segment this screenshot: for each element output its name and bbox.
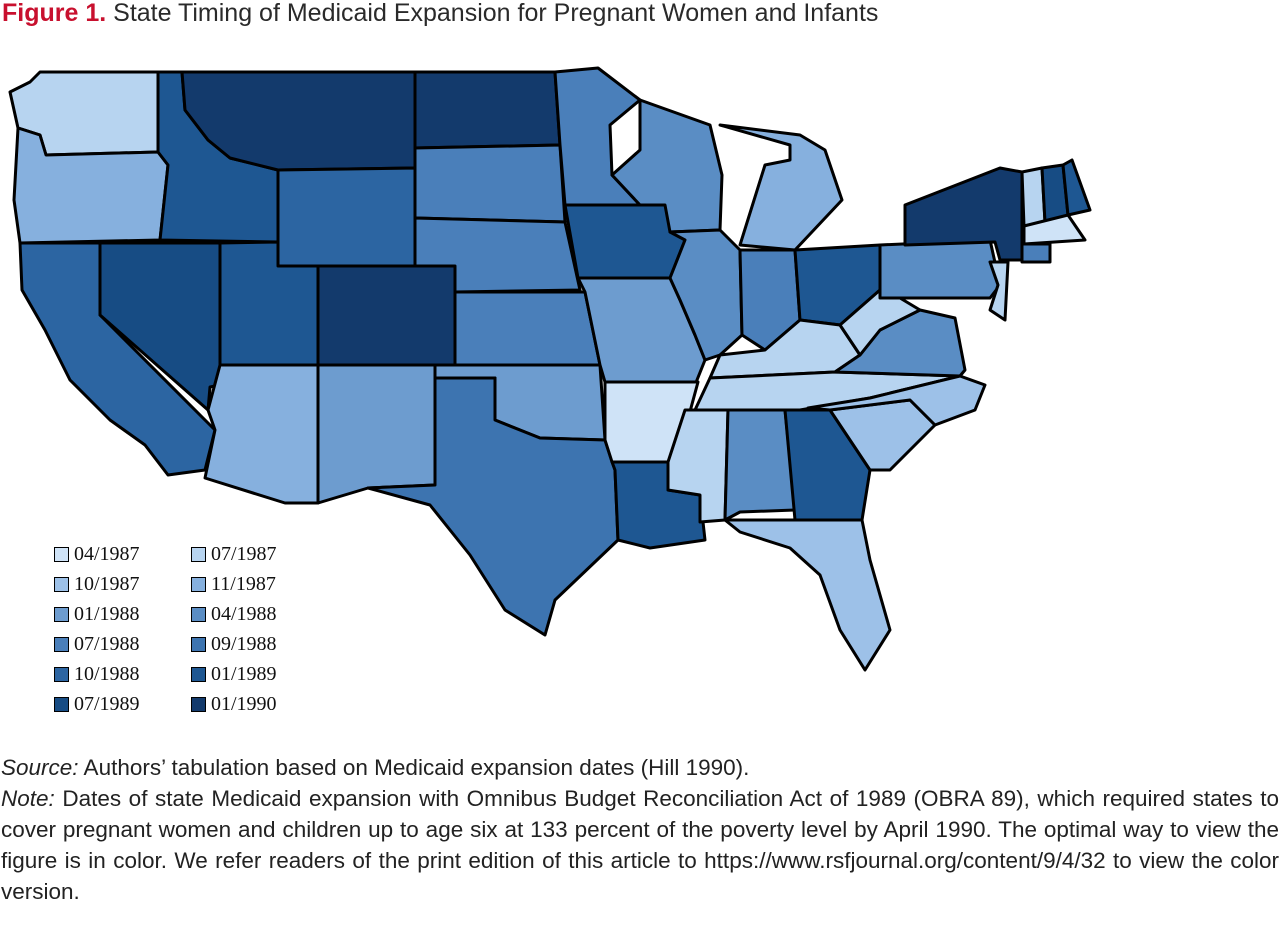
legend-label: 10/1988 — [74, 662, 140, 685]
figure-title-text: State Timing of Medicaid Expansion for P… — [113, 0, 879, 27]
legend-item: 04/1987 — [54, 540, 140, 568]
legend-swatch — [191, 696, 206, 712]
state-me — [1061, 158, 1092, 217]
state-co — [316, 264, 457, 367]
legend-swatch — [54, 576, 69, 592]
figure-label: Figure 1. — [2, 0, 107, 27]
state-nc — [806, 374, 987, 427]
source-label: Source: — [1, 755, 79, 780]
legend-item: 07/1989 — [54, 690, 140, 718]
figure-notes: Source: Authors’ tabulation based on Med… — [1, 752, 1279, 907]
state-pa — [878, 238, 1002, 300]
legend-label: 04/1988 — [211, 602, 277, 625]
state-az — [203, 363, 320, 505]
state-sd — [413, 143, 567, 224]
legend-swatch — [54, 606, 69, 622]
note-label: Note: — [1, 786, 55, 811]
state-wy — [276, 166, 417, 268]
state-fl — [723, 518, 892, 672]
legend-item: 10/1987 — [54, 570, 140, 598]
legend-swatch — [54, 666, 69, 682]
note-text: Dates of state Medicaid expansion with O… — [1, 786, 1279, 904]
figure-title: Figure 1. State Timing of Medicaid Expan… — [2, 0, 878, 28]
state-nm — [316, 363, 437, 505]
state-ny — [903, 166, 1024, 262]
legend-swatch — [54, 546, 69, 562]
legend-swatch — [191, 666, 206, 682]
source-text: Authors’ tabulation based on Medicaid ex… — [78, 755, 750, 780]
legend-item: 01/1988 — [54, 600, 140, 628]
legend-swatch — [191, 546, 206, 562]
state-nj — [988, 260, 1010, 322]
state-mi — [718, 123, 844, 252]
state-ma — [1022, 213, 1087, 246]
legend-label: 01/1988 — [74, 602, 140, 625]
legend-label: 07/1987 — [211, 542, 277, 565]
state-ks — [453, 290, 602, 367]
legend-label: 10/1987 — [74, 572, 140, 595]
state-nd — [413, 70, 562, 150]
legend-item: 07/1987 — [191, 540, 277, 568]
source-line: Source: Authors’ tabulation based on Med… — [1, 752, 1279, 783]
legend-swatch — [54, 696, 69, 712]
us-choropleth-map — [8, 66, 1092, 672]
note-line: Note: Dates of state Medicaid expansion … — [1, 783, 1279, 907]
legend-item: 07/1988 — [54, 630, 140, 658]
legend-label: 07/1989 — [74, 692, 140, 715]
legend-item: 10/1988 — [54, 660, 140, 688]
state-wi — [610, 98, 724, 234]
legend-item: 01/1989 — [191, 660, 277, 688]
legend-swatch — [191, 576, 206, 592]
state-ct — [1020, 242, 1052, 264]
legend-swatch — [191, 636, 206, 652]
legend-item: 09/1988 — [191, 630, 277, 658]
state-al — [723, 408, 797, 522]
legend-label: 04/1987 — [74, 542, 140, 565]
state-il — [668, 228, 744, 362]
legend-item: 11/1987 — [191, 570, 276, 598]
legend-item: 04/1988 — [191, 600, 277, 628]
legend-label: 01/1990 — [211, 692, 277, 715]
legend-swatch — [191, 606, 206, 622]
state-tx — [366, 376, 620, 637]
legend-swatch — [54, 636, 69, 652]
legend-label: 11/1987 — [211, 572, 276, 595]
legend-label: 07/1988 — [74, 632, 140, 655]
legend-label: 01/1989 — [211, 662, 277, 685]
legend-item: 01/1990 — [191, 690, 277, 718]
legend-label: 09/1988 — [211, 632, 277, 655]
